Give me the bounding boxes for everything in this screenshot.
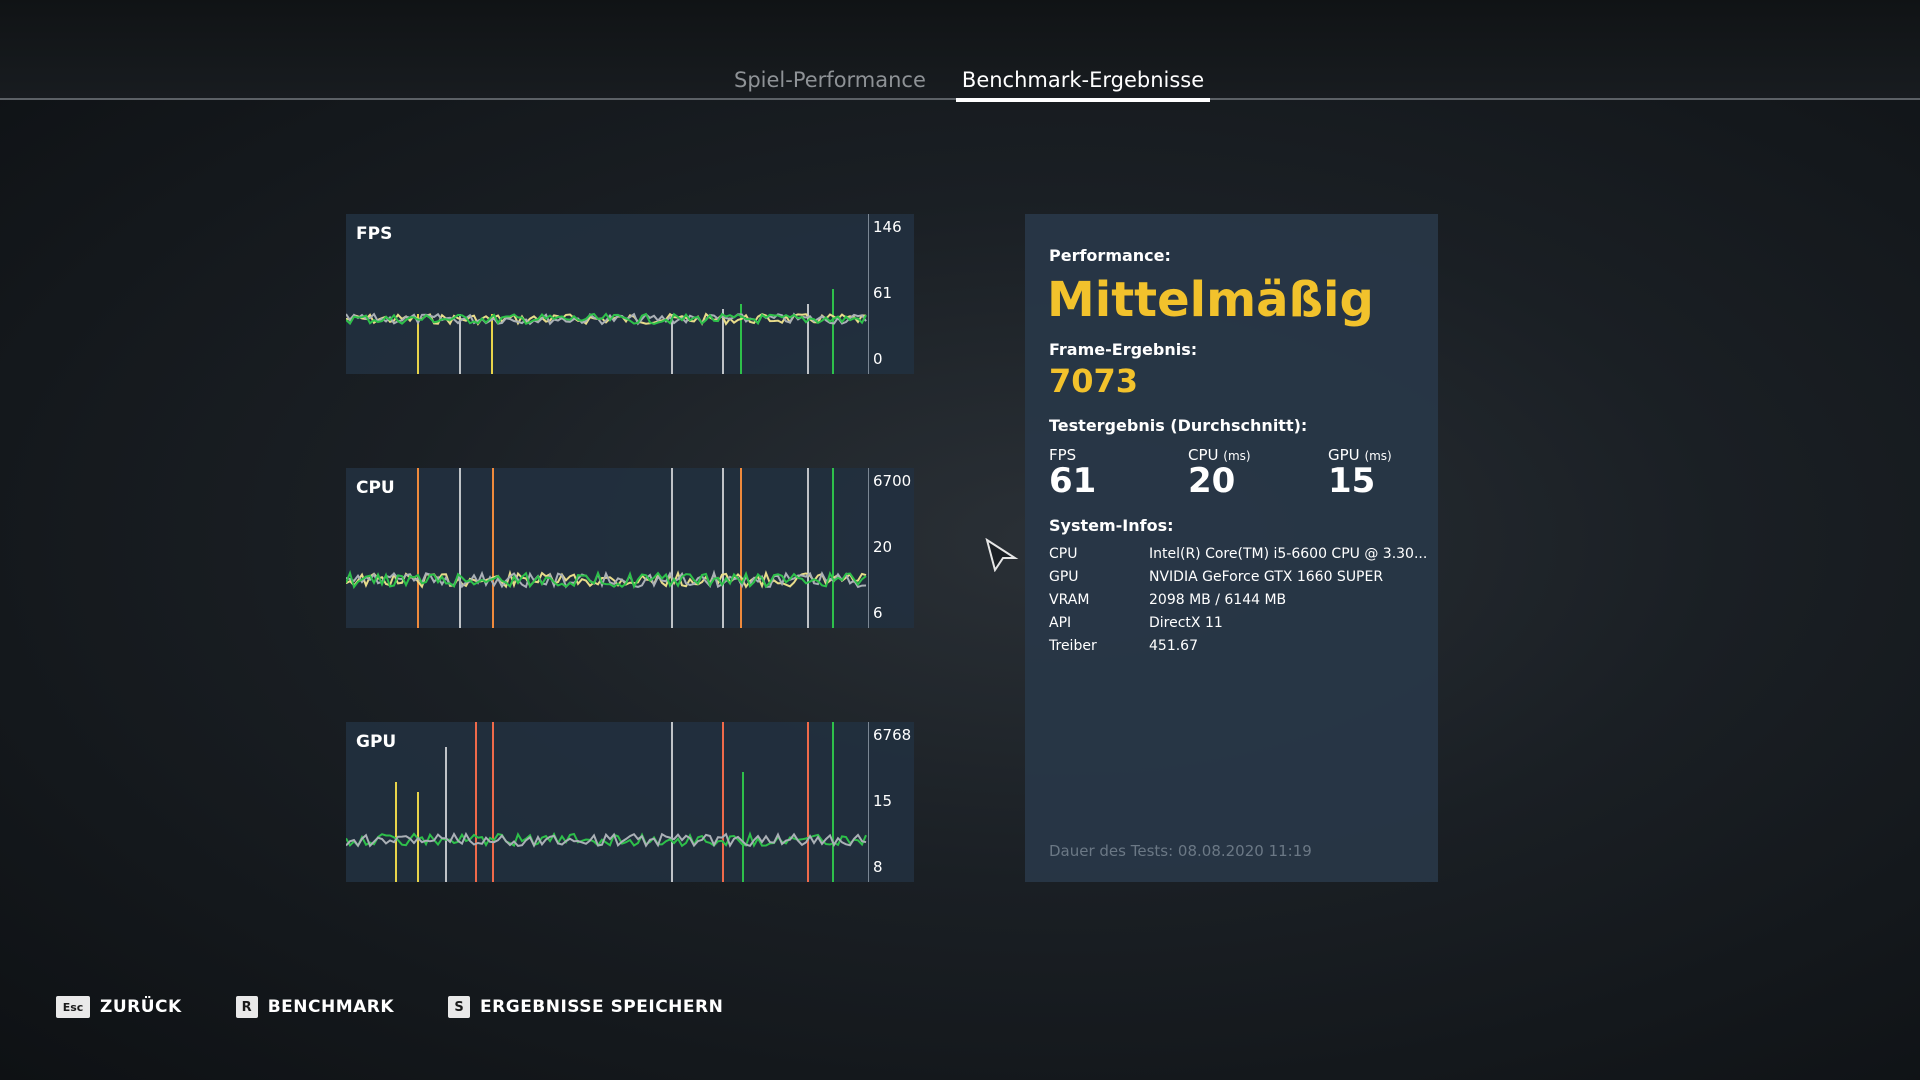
trace-line-2 xyxy=(346,312,867,326)
frame-result-value: 7073 xyxy=(1049,362,1139,400)
fps-tick-max: 146 xyxy=(873,218,902,236)
save-results-button[interactable]: S ERGEBNISSE SPEICHERN xyxy=(448,996,723,1018)
fps-chart-title: FPS xyxy=(356,224,393,244)
test-duration-note: Dauer des Tests: 08.08.2020 11:19 xyxy=(1049,842,1312,860)
cpu-chart: CPU 6700 20 6 xyxy=(346,468,914,628)
stat-gpu-unit: (ms) xyxy=(1364,449,1392,463)
system-row-gpu: GPU NVIDIA GeForce GTX 1660 SUPER xyxy=(1049,569,1383,585)
cpu-tick-min: 6 xyxy=(873,604,883,622)
performance-rating: Mittelmäßig xyxy=(1047,272,1374,328)
benchmark-button[interactable]: R BENCHMARK xyxy=(235,996,395,1018)
system-row-driver: Treiber 451.67 xyxy=(1049,638,1198,654)
system-key: CPU xyxy=(1049,546,1078,562)
fps-chart-plot xyxy=(346,289,867,374)
cpu-axis xyxy=(868,468,914,628)
stat-gpu-value: 15 xyxy=(1328,461,1376,501)
system-info-label: System-Infos: xyxy=(1049,516,1174,535)
trace-line-2 xyxy=(346,569,867,590)
s-key-icon: S xyxy=(448,996,471,1018)
save-results-button-label: ERGEBNISSE SPEICHERN xyxy=(480,997,724,1017)
cpu-chart-title: CPU xyxy=(356,478,395,498)
fps-axis xyxy=(868,214,914,374)
tab-game-performance[interactable]: Spiel-Performance xyxy=(734,68,926,92)
system-key: Treiber xyxy=(1049,638,1097,654)
system-row-cpu: CPU Intel(R) Core(TM) i5-6600 CPU @ 3.30… xyxy=(1049,546,1427,562)
stat-cpu-value: 20 xyxy=(1188,461,1236,501)
tab-bar: Spiel-Performance Benchmark-Ergebnisse xyxy=(734,68,1234,102)
tab-benchmark-results[interactable]: Benchmark-Ergebnisse xyxy=(955,68,1211,102)
gpu-tick-max: 6768 xyxy=(873,726,912,744)
stat-fps-value: 61 xyxy=(1049,461,1097,501)
stat-fps-name: FPS xyxy=(1049,446,1077,464)
trace-line-1 xyxy=(346,831,867,848)
system-value: 451.67 xyxy=(1149,638,1198,654)
stat-gpu: GPU (ms) 15 xyxy=(1328,446,1392,500)
gpu-chart-title: GPU xyxy=(356,732,397,752)
system-key: GPU xyxy=(1049,569,1079,585)
cpu-chart-plot xyxy=(346,468,867,628)
esc-key-icon: Esc xyxy=(56,996,90,1018)
system-row-api: API DirectX 11 xyxy=(1049,615,1223,631)
gpu-chart-plot xyxy=(346,722,867,882)
stat-gpu-name: GPU xyxy=(1328,446,1360,464)
stat-cpu: CPU (ms) 20 xyxy=(1188,446,1251,500)
mouse-cursor-icon xyxy=(985,538,1019,572)
fps-chart: FPS 146 61 0 xyxy=(346,214,914,374)
trace-line-1 xyxy=(346,569,867,589)
results-panel: Performance: Mittelmäßig Frame-Ergebnis:… xyxy=(1025,214,1438,882)
system-value: DirectX 11 xyxy=(1149,615,1223,631)
average-label: Testergebnis (Durchschnitt): xyxy=(1049,416,1308,435)
trace-line-1 xyxy=(346,312,867,326)
stat-cpu-unit: (ms) xyxy=(1223,449,1251,463)
performance-label: Performance: xyxy=(1049,246,1171,265)
benchmark-button-label: BENCHMARK xyxy=(267,997,395,1017)
cpu-tick-max: 6700 xyxy=(873,472,912,490)
system-row-vram: VRAM 2098 MB / 6144 MB xyxy=(1049,592,1286,608)
back-button[interactable]: Esc ZURÜCK xyxy=(56,996,182,1018)
system-value: Intel(R) Core(TM) i5-6600 CPU @ 3.30... xyxy=(1149,546,1428,562)
cpu-tick-avg: 20 xyxy=(873,538,893,556)
system-value: 2098 MB / 6144 MB xyxy=(1149,592,1287,608)
system-key: VRAM xyxy=(1049,592,1090,608)
fps-tick-min: 0 xyxy=(873,350,883,368)
stat-cpu-name: CPU xyxy=(1188,446,1219,464)
fps-tick-avg: 61 xyxy=(873,284,893,302)
gpu-tick-min: 8 xyxy=(873,858,883,876)
system-key: API xyxy=(1049,615,1072,631)
back-button-label: ZURÜCK xyxy=(100,997,182,1017)
r-key-icon: R xyxy=(235,996,258,1018)
system-value: NVIDIA GeForce GTX 1660 SUPER xyxy=(1149,569,1384,585)
bottom-action-bar: Esc ZURÜCK R BENCHMARK S ERGEBNISSE SPEI… xyxy=(56,996,777,1018)
gpu-chart: GPU 6768 15 8 xyxy=(346,722,914,882)
gpu-axis xyxy=(868,722,914,882)
gpu-tick-avg: 15 xyxy=(873,792,893,810)
stat-fps: FPS 61 xyxy=(1049,446,1096,500)
frame-result-label: Frame-Ergebnis: xyxy=(1049,340,1198,359)
